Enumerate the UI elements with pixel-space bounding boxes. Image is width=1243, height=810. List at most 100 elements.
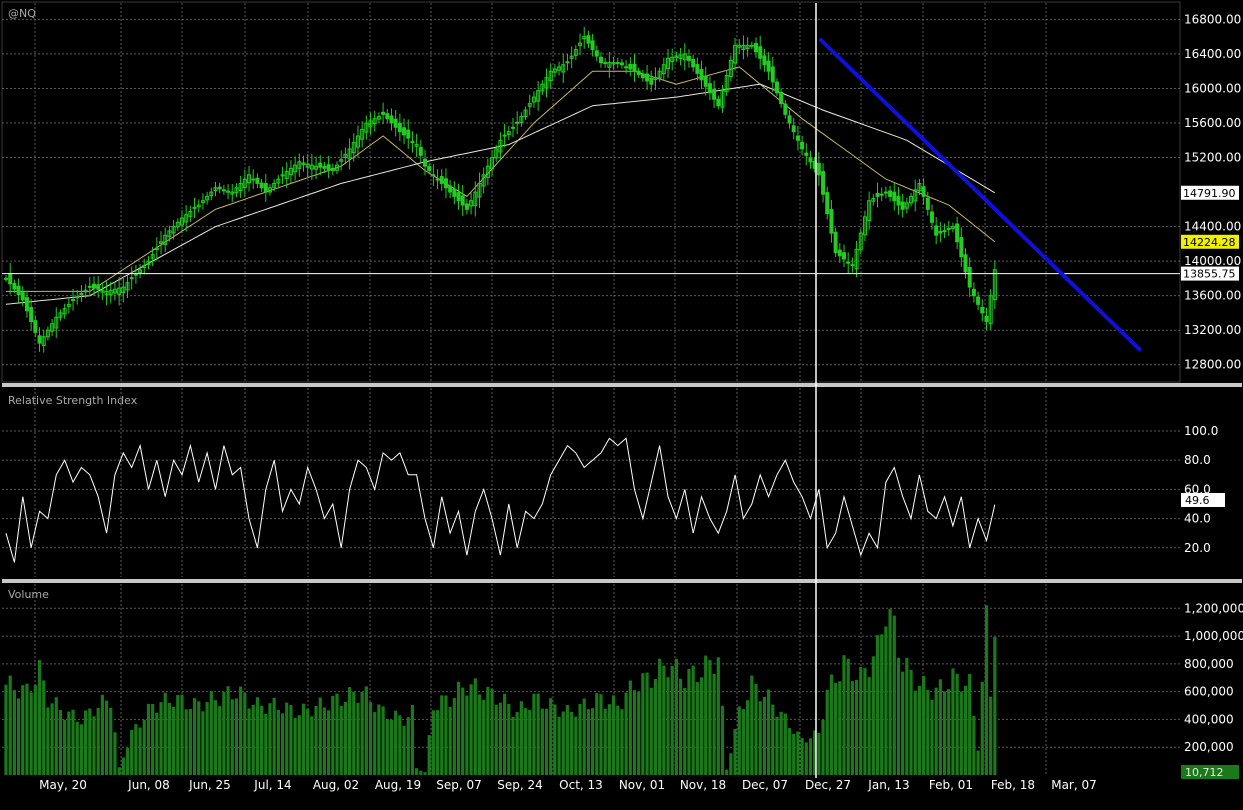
candle-body [548,70,553,82]
candle-body [142,264,147,269]
volume-bar [46,707,50,775]
volume-bar [347,687,352,775]
candle-body [913,189,918,202]
volume-bar [410,704,415,775]
candle [678,48,683,66]
trendline[interactable] [818,38,1142,352]
volume-bar [913,690,917,775]
candle [12,279,17,294]
panel-divider[interactable] [2,579,1242,583]
volume-bar [938,679,942,775]
candle-body [460,195,465,206]
candle-body [159,241,164,244]
candle-body [850,264,855,267]
candle [871,194,876,206]
volume-bar [121,757,125,775]
candle [54,307,59,338]
candle [988,289,993,331]
candle [921,178,926,205]
volume-bar [205,702,209,775]
volume-bar [704,655,708,775]
volume-bars [4,605,997,775]
volume-bar [725,769,729,775]
panel-divider[interactable] [2,383,1242,387]
candle-body [779,91,784,105]
volume-panel[interactable]: Volume 1,200,000 1,000,000 800,000 600,000 4… [2,584,1243,779]
volume-bar [155,712,159,775]
candle-body [163,234,168,245]
candle-body [104,290,109,296]
volume-bar [218,706,222,775]
candle [682,43,687,71]
volume-bar [477,694,482,775]
candle [737,39,742,54]
candle-body [879,193,884,196]
price-panel[interactable]: @NQ 16800.00 16400.00 16000.00 15600.00 1520… [1,1,1241,383]
candle-body [862,216,867,236]
volume-bar [829,674,834,775]
volume-bar [297,715,301,775]
volume-bar [255,697,259,775]
rsi-title: Relative Strength Index [8,394,138,407]
rsi-panel[interactable]: Relative Strength Index 100.0 80.0 60.0 40.… [2,388,1225,577]
candle-body [909,195,914,204]
candle [490,149,495,177]
candle-body [963,254,968,273]
date-tick-label: Mar, 07 [1051,778,1097,792]
volume-bar [339,705,343,775]
candle [255,173,260,189]
volume-bar [482,699,486,775]
volume-bar [867,677,871,775]
candle-body [712,88,717,100]
candle-body [439,176,444,184]
candle-body [502,134,507,137]
candle-body [443,178,448,189]
volume-bar [415,768,419,775]
candle [226,184,231,200]
volume-bar [624,692,628,775]
candle [888,185,893,202]
candle [909,192,914,207]
candle [603,58,608,68]
candle-body [251,178,256,181]
candle-body [431,174,436,177]
candle [992,260,997,310]
candle-body [200,200,205,203]
volume-bar [645,672,649,775]
candle [779,88,784,108]
rsi-tick-label: 40.0 [1184,512,1211,526]
candle [276,175,281,188]
candle [586,30,591,49]
candle [607,51,612,78]
volume-bar [959,691,963,775]
volume-bar [498,702,503,775]
candle-body [37,335,42,344]
volume-bar [616,705,620,775]
volume-bar [88,708,92,775]
volume-bar [419,770,423,775]
date-tick-label: Jan, 13 [867,778,909,792]
candle [695,57,700,81]
symbol-label: @NQ [8,7,36,20]
rsi-current-label-box [1181,493,1225,507]
candle-body [619,62,624,66]
candle [615,57,620,69]
candle [129,266,134,290]
volume-bar [84,710,88,775]
price-tick-label: 12800.00 [1184,358,1241,372]
candle-body [519,116,524,123]
volume-bar [21,685,25,775]
volume-bar [264,713,268,775]
candle-body [938,230,943,234]
candle [800,135,805,156]
volume-bar [813,730,817,775]
volume-bar [327,710,331,775]
volume-bar [452,698,456,775]
candle-body [138,269,143,274]
candle-body [716,98,721,107]
volume-bar [741,709,746,775]
candle [825,186,830,220]
candle-body [686,55,691,61]
candle-body [854,248,859,270]
candle-body [129,277,134,280]
